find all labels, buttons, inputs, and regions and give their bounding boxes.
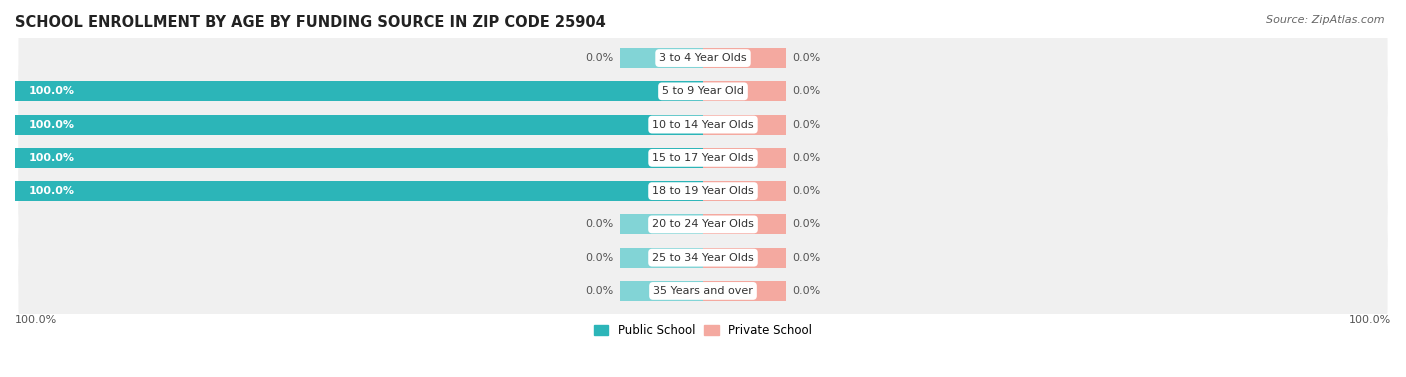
- Text: Source: ZipAtlas.com: Source: ZipAtlas.com: [1267, 15, 1385, 25]
- Text: 25 to 34 Year Olds: 25 to 34 Year Olds: [652, 253, 754, 263]
- Bar: [15, 148, 703, 168]
- FancyBboxPatch shape: [18, 192, 1388, 257]
- FancyBboxPatch shape: [18, 59, 1388, 124]
- Text: 0.0%: 0.0%: [585, 286, 613, 296]
- Text: 100.0%: 100.0%: [28, 153, 75, 163]
- Bar: [620, 215, 703, 234]
- FancyBboxPatch shape: [18, 92, 1388, 157]
- Text: 0.0%: 0.0%: [585, 253, 613, 263]
- Legend: Public School, Private School: Public School, Private School: [589, 319, 817, 342]
- Text: 100.0%: 100.0%: [28, 86, 75, 97]
- Text: 100.0%: 100.0%: [28, 120, 75, 130]
- Text: 35 Years and over: 35 Years and over: [652, 286, 754, 296]
- FancyBboxPatch shape: [18, 258, 1388, 323]
- Bar: [703, 281, 786, 301]
- FancyBboxPatch shape: [18, 125, 1388, 190]
- FancyBboxPatch shape: [18, 26, 1388, 91]
- Text: 0.0%: 0.0%: [793, 186, 821, 196]
- Text: 10 to 14 Year Olds: 10 to 14 Year Olds: [652, 120, 754, 130]
- Bar: [620, 48, 703, 68]
- Text: 100.0%: 100.0%: [15, 315, 58, 325]
- Text: 0.0%: 0.0%: [585, 219, 613, 229]
- Text: 15 to 17 Year Olds: 15 to 17 Year Olds: [652, 153, 754, 163]
- Text: 0.0%: 0.0%: [793, 153, 821, 163]
- Bar: [703, 148, 786, 168]
- FancyBboxPatch shape: [18, 159, 1388, 224]
- Text: 18 to 19 Year Olds: 18 to 19 Year Olds: [652, 186, 754, 196]
- Text: 100.0%: 100.0%: [28, 186, 75, 196]
- Bar: [620, 281, 703, 301]
- Text: 0.0%: 0.0%: [793, 86, 821, 97]
- Text: 0.0%: 0.0%: [793, 53, 821, 63]
- Bar: [15, 115, 703, 135]
- Bar: [703, 248, 786, 268]
- FancyBboxPatch shape: [18, 225, 1388, 290]
- Text: 0.0%: 0.0%: [793, 286, 821, 296]
- Text: 0.0%: 0.0%: [793, 253, 821, 263]
- Bar: [703, 115, 786, 135]
- Text: SCHOOL ENROLLMENT BY AGE BY FUNDING SOURCE IN ZIP CODE 25904: SCHOOL ENROLLMENT BY AGE BY FUNDING SOUR…: [15, 15, 606, 30]
- Bar: [620, 248, 703, 268]
- Text: 20 to 24 Year Olds: 20 to 24 Year Olds: [652, 219, 754, 229]
- Bar: [703, 181, 786, 201]
- Text: 0.0%: 0.0%: [585, 53, 613, 63]
- Text: 5 to 9 Year Old: 5 to 9 Year Old: [662, 86, 744, 97]
- Bar: [15, 181, 703, 201]
- Bar: [15, 81, 703, 101]
- Text: 100.0%: 100.0%: [1348, 315, 1391, 325]
- Bar: [703, 48, 786, 68]
- Text: 0.0%: 0.0%: [793, 120, 821, 130]
- Bar: [703, 215, 786, 234]
- Text: 3 to 4 Year Olds: 3 to 4 Year Olds: [659, 53, 747, 63]
- Text: 0.0%: 0.0%: [793, 219, 821, 229]
- Bar: [703, 81, 786, 101]
